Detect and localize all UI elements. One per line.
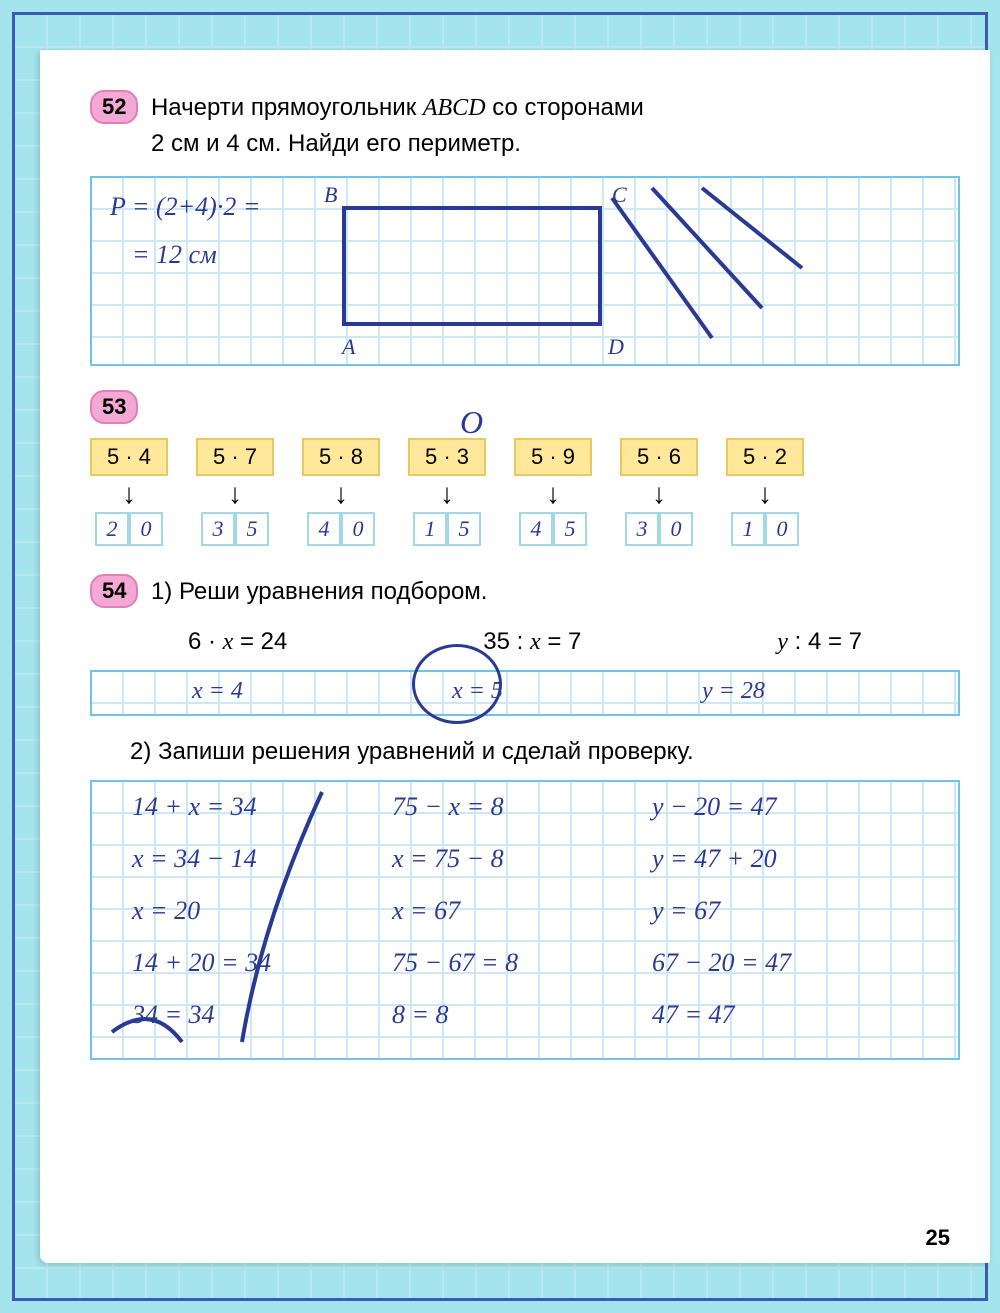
mult-column: 5 · 3 ↓ 15 [408, 438, 486, 546]
answer-boxes: 45 [519, 512, 587, 546]
handwritten-line: x = 67 [392, 896, 460, 926]
answer-cell: 0 [765, 512, 799, 546]
down-arrow-icon: ↓ [758, 480, 772, 508]
answer-cell: 1 [731, 512, 765, 546]
pen-scribble [592, 178, 852, 368]
answer-cell: 5 [447, 512, 481, 546]
answer-cell: 4 [519, 512, 553, 546]
answer-cell: 3 [201, 512, 235, 546]
mult-expression: 5 · 8 [302, 438, 380, 476]
text: Начерти прямоугольник [151, 94, 423, 121]
mult-column: 5 · 9 ↓ 45 [514, 438, 592, 546]
answer-cell: 3 [625, 512, 659, 546]
mult-column: 5 · 2 ↓ 10 [726, 438, 804, 546]
down-arrow-icon: ↓ [122, 480, 136, 508]
problem-53: 53 5 · 4↓205 · 7↓355 · 8↓405 · 3↓155 · 9… [90, 390, 960, 546]
answer-boxes: 20 [95, 512, 163, 546]
handwritten-perimeter-2: = 12 см [132, 240, 217, 270]
multiplication-row: 5 · 4↓205 · 7↓355 · 8↓405 · 3↓155 · 9↓45… [90, 438, 960, 546]
handwritten-line: 75 − 67 = 8 [392, 948, 518, 978]
mult-column: 5 · 7 ↓ 35 [196, 438, 274, 546]
down-arrow-icon: ↓ [228, 480, 242, 508]
problem-number-badge: 54 [90, 574, 138, 608]
problem-54a-grid: x = 4 x = 5 y = 28 [90, 670, 960, 716]
answer-boxes: 15 [413, 512, 481, 546]
handwritten-line: y − 20 = 47 [652, 792, 777, 822]
mult-expression: 5 · 6 [620, 438, 698, 476]
label-B: B [324, 182, 337, 208]
workbook-page: 52 Начерти прямоугольник ABCD со сторона… [40, 50, 990, 1263]
problem-52-grid: P = (2+4)·2 = = 12 см B C A D [90, 176, 960, 366]
mult-column: 5 · 8 ↓ 40 [302, 438, 380, 546]
eq3: y : 4 = 7 [777, 628, 862, 656]
answer-cell: 2 [95, 512, 129, 546]
answer-boxes: 30 [625, 512, 693, 546]
page-number: 25 [926, 1225, 950, 1251]
abcd-italic: ABCD [423, 95, 486, 121]
mult-expression: 5 · 9 [514, 438, 592, 476]
problem-54: 54 1) Реши уравнения подбором. 6 · x = 2… [90, 574, 960, 1060]
mult-expression: 5 · 2 [726, 438, 804, 476]
ans3: y = 28 [702, 678, 765, 705]
label-A: A [342, 334, 355, 360]
handwritten-line: 47 = 47 [652, 1000, 735, 1030]
mult-column: 5 · 4 ↓ 20 [90, 438, 168, 546]
answer-cell: 5 [235, 512, 269, 546]
answer-cell: 1 [413, 512, 447, 546]
pen-circle [412, 644, 502, 724]
mult-expression: 5 · 7 [196, 438, 274, 476]
down-arrow-icon: ↓ [546, 480, 560, 508]
answer-cell: 5 [553, 512, 587, 546]
problem-52-text: Начерти прямоугольник ABCD со сторонами … [151, 90, 644, 162]
answer-cell: 0 [341, 512, 375, 546]
problem-52: 52 Начерти прямоугольник ABCD со сторона… [90, 90, 960, 366]
handwritten-perimeter-1: P = (2+4)·2 = [110, 192, 260, 222]
answer-boxes: 10 [731, 512, 799, 546]
part1-printed-equations: 6 · x = 24 35 : x = 7 y : 4 = 7 [90, 628, 960, 656]
ans1: x = 4 [192, 678, 243, 705]
text: со сторонами [486, 94, 644, 121]
eq1: 6 · x = 24 [188, 628, 287, 656]
handwritten-line: 75 − x = 8 [392, 792, 504, 822]
down-arrow-icon: ↓ [334, 480, 348, 508]
answer-boxes: 40 [307, 512, 375, 546]
eq2: 35 : x = 7 [483, 628, 581, 656]
down-arrow-icon: ↓ [652, 480, 666, 508]
pen-scribble [92, 782, 372, 1062]
handwritten-line: y = 67 [652, 896, 720, 926]
handwritten-line: 8 = 8 [392, 1000, 449, 1030]
text: 2 см и 4 см. Найди его периметр. [151, 130, 521, 157]
mult-column: 5 · 6 ↓ 30 [620, 438, 698, 546]
handwritten-line: 67 − 20 = 47 [652, 948, 791, 978]
answer-boxes: 35 [201, 512, 269, 546]
answer-cell: 0 [129, 512, 163, 546]
problem-54-part2-label: 2) Запиши решения уравнений и сделай про… [130, 738, 960, 766]
answer-cell: 0 [659, 512, 693, 546]
problem-number-badge: 53 [90, 390, 138, 424]
drawn-rectangle [342, 206, 602, 326]
mult-expression: 5 · 3 [408, 438, 486, 476]
pen-letter-O: O [460, 404, 483, 441]
mult-expression: 5 · 4 [90, 438, 168, 476]
handwritten-line: x = 75 − 8 [392, 844, 504, 874]
answer-cell: 4 [307, 512, 341, 546]
problem-54b-grid: 14 + x = 34x = 34 − 14x = 2014 + 20 = 34… [90, 780, 960, 1060]
handwritten-line: y = 47 + 20 [652, 844, 777, 874]
problem-number-badge: 52 [90, 90, 138, 124]
problem-54-part1-label: 1) Реши уравнения подбором. [151, 574, 488, 610]
down-arrow-icon: ↓ [440, 480, 454, 508]
